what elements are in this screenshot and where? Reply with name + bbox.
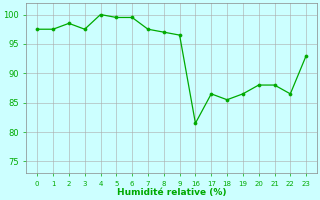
X-axis label: Humidité relative (%): Humidité relative (%) xyxy=(117,188,227,197)
